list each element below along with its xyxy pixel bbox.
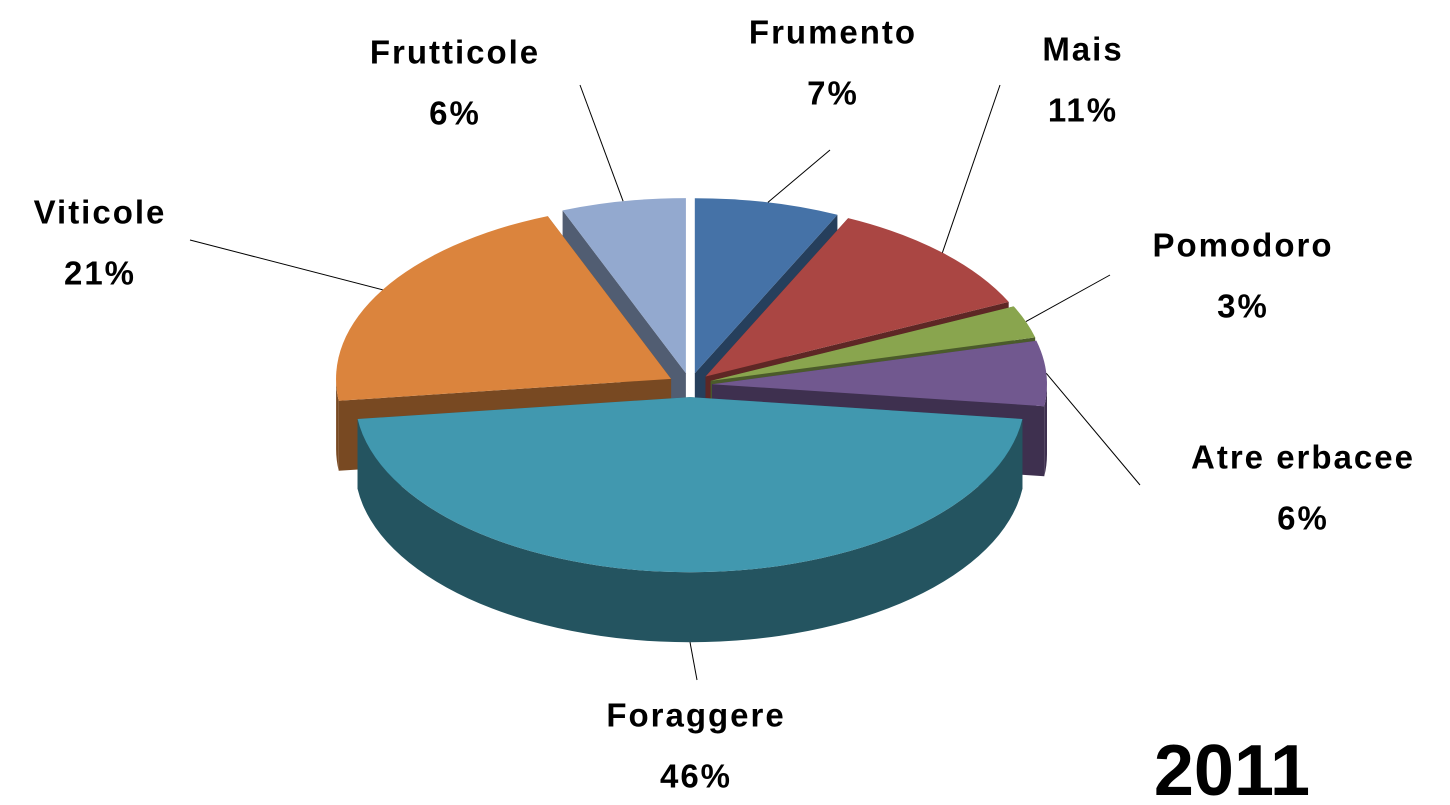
- leader-line: [1045, 372, 1141, 486]
- slice: [357, 397, 1023, 573]
- value-label: 7%: [807, 75, 859, 112]
- leader-line: [1025, 274, 1111, 323]
- leader-line: [767, 149, 831, 203]
- value-label: 21%: [64, 255, 136, 292]
- slice: [711, 340, 1047, 407]
- leader-line: [941, 84, 1001, 253]
- value-label: 6%: [1277, 500, 1329, 537]
- slice-group: [357, 397, 1023, 643]
- slice: [562, 198, 686, 374]
- pie: [336, 198, 1047, 643]
- slice: [705, 218, 1009, 377]
- leader-line: [689, 642, 698, 681]
- value-label: 11%: [1048, 92, 1118, 129]
- value-label: 46%: [660, 758, 732, 795]
- slice: [710, 306, 1036, 381]
- slice-label: Frumento: [749, 14, 917, 51]
- slice-label: Atre erbacee: [1191, 439, 1415, 476]
- slice-wall: [357, 419, 1023, 643]
- value-label: 6%: [429, 95, 481, 132]
- slice-label: Mais: [1042, 31, 1123, 68]
- slice-wall: [336, 378, 339, 471]
- slice-wall: [1044, 384, 1047, 477]
- slice-label: Frutticole: [370, 34, 540, 71]
- value-label: 3%: [1217, 288, 1269, 325]
- leader-line: [189, 239, 383, 291]
- slice-label: Foraggere: [606, 697, 785, 734]
- slice: [336, 216, 672, 401]
- annotation: 2011: [1154, 731, 1310, 805]
- leader-line: [579, 84, 624, 202]
- slice-label: Pomodoro: [1153, 227, 1334, 264]
- slice-label: Viticole: [34, 194, 167, 231]
- slice: [694, 198, 838, 374]
